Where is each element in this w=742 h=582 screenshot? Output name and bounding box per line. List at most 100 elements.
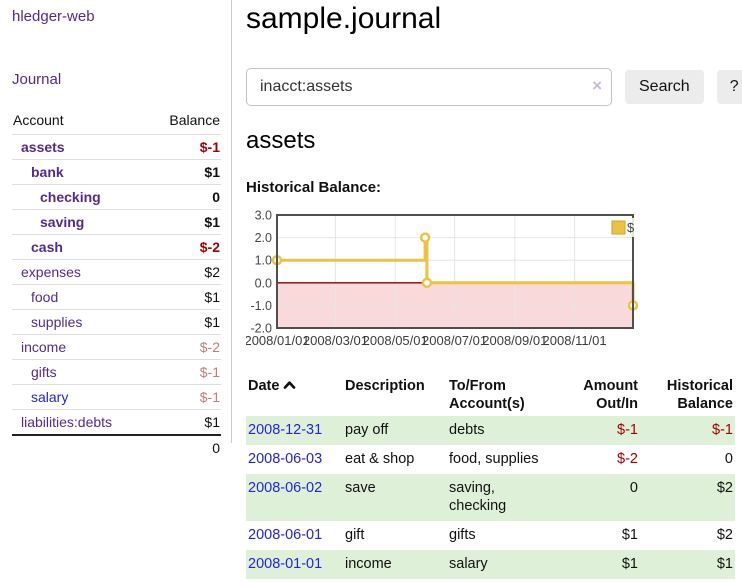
accounts-header-balance: Balance bbox=[169, 112, 220, 128]
sort-ascending-icon bbox=[283, 377, 296, 395]
account-row: income $-2 bbox=[12, 334, 221, 360]
account-balance: $1 bbox=[148, 309, 221, 335]
register-row: 2008-06-02 save saving, checking 0 $2 bbox=[246, 474, 735, 521]
svg-text:2008/09/01: 2008/09/01 bbox=[482, 333, 547, 348]
svg-text:-2.0: -2.0 bbox=[250, 322, 272, 336]
account-balance: $-1 bbox=[148, 359, 221, 385]
register-balance: $2 bbox=[716, 480, 733, 496]
register-accounts: food, supplies bbox=[449, 451, 539, 467]
register-row: 2008-01-01 income salary $1 $1 bbox=[246, 550, 735, 579]
sidebar: hledger-web Journal Account Balance asse… bbox=[0, 0, 232, 460]
register-header-amount: Amount Out/In bbox=[583, 378, 638, 412]
account-row: assets $-1 bbox=[12, 134, 221, 160]
svg-text:2008/07/01: 2008/07/01 bbox=[422, 333, 487, 348]
account-row: supplies $1 bbox=[12, 309, 221, 335]
page-title: sample.journal bbox=[246, 2, 442, 35]
svg-text:2008/05/01: 2008/05/01 bbox=[363, 333, 428, 348]
account-balance: $-1 bbox=[148, 384, 221, 410]
search-button[interactable]: Search bbox=[625, 70, 704, 104]
account-balance: $-1 bbox=[148, 134, 221, 160]
sidebar-account-link[interactable]: assets bbox=[21, 139, 65, 155]
svg-text:0.0: 0.0 bbox=[255, 276, 272, 290]
register-date-link[interactable]: 2008-06-02 bbox=[248, 480, 323, 496]
search-input-wrapper: × bbox=[246, 68, 612, 106]
register-row: 2008-06-03 eat & shop food, supplies $-2 0 bbox=[246, 445, 735, 474]
sidebar-account-link[interactable]: salary bbox=[31, 389, 69, 405]
register-table: Date Description To/From Account(s) Amou… bbox=[246, 374, 735, 579]
account-balance: $2 bbox=[148, 259, 221, 285]
historical-balance-chart: $3.0 2.0 1.0 0.0 -1.0 -2.0 2008/01/01 2008/03/0… bbox=[244, 206, 738, 354]
account-row: food $1 bbox=[12, 284, 221, 310]
register-balance: 0 bbox=[724, 451, 733, 467]
svg-text:-1.0: -1.0 bbox=[250, 299, 272, 313]
account-row: gifts $-1 bbox=[12, 359, 221, 385]
sidebar-account-link[interactable]: checking bbox=[40, 189, 101, 205]
register-balance: $-1 bbox=[712, 422, 733, 438]
register-accounts: debts bbox=[449, 422, 485, 438]
register-description: income bbox=[345, 556, 392, 572]
register-balance: $2 bbox=[716, 527, 733, 543]
register-description: pay off bbox=[345, 422, 389, 438]
register-date-cell: 2008-01-01 bbox=[246, 550, 343, 579]
account-row: expenses $2 bbox=[12, 259, 221, 285]
account-row: bank $1 bbox=[12, 159, 221, 185]
account-row: cash $-2 bbox=[12, 234, 221, 260]
account-row: checking 0 bbox=[12, 184, 221, 210]
register-balance: $1 bbox=[716, 556, 733, 572]
sidebar-account-link[interactable]: expenses bbox=[21, 264, 81, 280]
svg-text:1.0: 1.0 bbox=[255, 254, 272, 268]
sidebar-account-link[interactable]: supplies bbox=[31, 314, 83, 330]
chart-canvas: $3.0 2.0 1.0 0.0 -1.0 -2.02008/01/012008/03/0… bbox=[244, 209, 639, 348]
register-header-date[interactable]: Date bbox=[246, 374, 343, 416]
account-row: salary $-1 bbox=[12, 384, 221, 410]
account-balance: 0 bbox=[148, 184, 221, 210]
register-amount: $1 bbox=[621, 527, 638, 543]
register-date-cell: 2008-06-03 bbox=[246, 445, 343, 474]
account-balance: $1 bbox=[148, 209, 221, 235]
register-amount: $-2 bbox=[617, 451, 638, 467]
sidebar-account-link[interactable]: bank bbox=[31, 164, 64, 180]
register-date-link[interactable]: 2008-01-01 bbox=[248, 556, 323, 572]
svg-text:$: $ bbox=[627, 220, 635, 235]
register-date-link[interactable]: 2008-06-01 bbox=[248, 527, 323, 543]
register-amount: $-1 bbox=[617, 422, 638, 438]
search-input[interactable] bbox=[246, 68, 612, 106]
register-description: gift bbox=[345, 527, 365, 543]
sidebar-account-link[interactable]: food bbox=[31, 289, 59, 305]
register-accounts: gifts bbox=[449, 527, 476, 543]
app-title-link[interactable]: hledger-web bbox=[12, 8, 95, 25]
register-description: save bbox=[345, 480, 376, 496]
sidebar-account-link[interactable]: saving bbox=[40, 214, 85, 230]
register-row: 2008-12-31 pay off debts $-1 $-1 bbox=[246, 416, 735, 445]
account-balance: $-2 bbox=[148, 334, 221, 360]
svg-text:2008/01/01: 2008/01/01 bbox=[246, 333, 310, 348]
accounts-table: Account Balance assets $-1 bank $1 checking 0… bbox=[12, 110, 221, 460]
accounts-header-account: Account bbox=[13, 112, 64, 128]
register-header-balance: Historical Balance bbox=[666, 378, 733, 412]
account-row: saving $1 bbox=[12, 209, 221, 235]
svg-text:2008/03/01: 2008/03/01 bbox=[303, 333, 368, 348]
sidebar-account-link[interactable]: liabilities:debts bbox=[21, 414, 113, 430]
svg-text:3.0: 3.0 bbox=[255, 209, 272, 223]
register-row: 2008-06-01 gift gifts $1 $2 bbox=[246, 521, 735, 550]
main-content: sample.journal × Search ? assets Histori… bbox=[244, 0, 742, 579]
accounts-total-row: 0 bbox=[12, 434, 221, 460]
sidebar-account-link[interactable]: income bbox=[21, 339, 67, 355]
sidebar-account-link[interactable]: cash bbox=[31, 239, 63, 255]
sidebar-account-link[interactable]: gifts bbox=[31, 364, 57, 380]
accounts-total-balance: 0 bbox=[148, 434, 221, 460]
register-header-description: Description bbox=[345, 378, 425, 394]
account-balance: $1 bbox=[148, 409, 221, 435]
register-date-link[interactable]: 2008-06-03 bbox=[248, 451, 323, 467]
register-date-cell: 2008-12-31 bbox=[246, 416, 343, 445]
chart-label: Historical Balance: bbox=[246, 179, 382, 196]
register-description: eat & shop bbox=[345, 451, 415, 467]
clear-search-icon[interactable]: × bbox=[592, 76, 602, 95]
register-accounts: saving, checking bbox=[449, 480, 507, 514]
help-button[interactable]: ? bbox=[716, 70, 742, 104]
account-row: liabilities:debts $1 bbox=[12, 409, 221, 435]
sidebar-item-journal[interactable]: Journal bbox=[12, 71, 62, 88]
register-header-accounts: To/From Account(s) bbox=[449, 378, 525, 412]
register-date-link[interactable]: 2008-12-31 bbox=[248, 422, 323, 438]
svg-text:2008/11/01: 2008/11/01 bbox=[543, 333, 607, 348]
